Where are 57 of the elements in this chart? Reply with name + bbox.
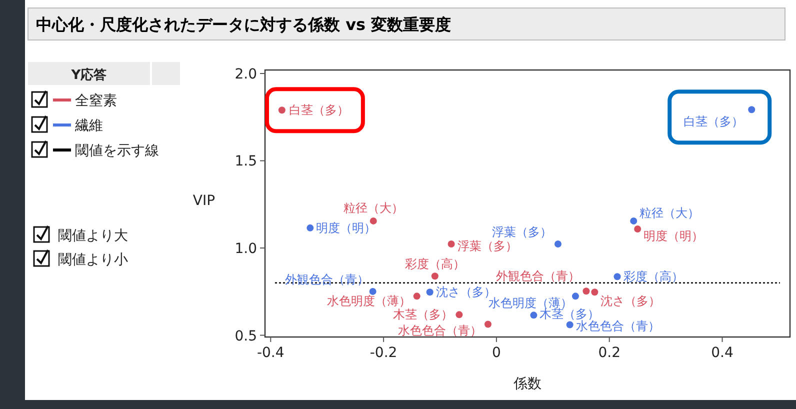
point xyxy=(426,288,434,296)
point xyxy=(278,106,286,114)
legend-label: 閾値を示す線 xyxy=(75,143,159,159)
point xyxy=(572,292,579,300)
annotation: 沈さ（多） xyxy=(436,285,496,300)
legend-label: 繊維 xyxy=(74,118,103,134)
annotation: 木茎（多） xyxy=(393,308,454,322)
legend-label: 全窒素 xyxy=(75,93,117,109)
point xyxy=(456,311,463,318)
annotation: 白茎（多） xyxy=(684,114,744,129)
y-axis-title: VIP xyxy=(192,193,216,209)
x-tick-label: -0.2 xyxy=(370,345,398,361)
text: 閾値より小 xyxy=(58,252,128,268)
y-tick-label: 0.5 xyxy=(234,328,257,344)
point xyxy=(413,292,420,300)
point xyxy=(484,320,492,328)
point xyxy=(614,273,621,280)
annotation: 木茎（多） xyxy=(540,307,600,322)
point xyxy=(530,312,538,319)
y-tick-label: 1.5 xyxy=(234,154,257,170)
x-tick-label: 0.2 xyxy=(598,345,620,361)
point xyxy=(369,288,376,295)
annotation: 外観色合（青） xyxy=(284,272,369,286)
annotation: 浮葉（多） xyxy=(492,224,552,239)
annotation: 彩度（高） xyxy=(404,257,465,272)
point xyxy=(582,288,590,295)
y-tick-label: 2.0 xyxy=(234,66,257,82)
annotation: 粒径（大） xyxy=(343,200,404,215)
annotation: 浮葉（多） xyxy=(457,238,518,253)
x-tick-label: -0.4 xyxy=(256,345,284,361)
annotation: 明度（明） xyxy=(644,228,704,243)
annotation: 白茎（多） xyxy=(288,103,349,118)
point xyxy=(554,240,562,248)
annotation: 沈さ（多） xyxy=(600,294,661,308)
point xyxy=(566,321,574,328)
point xyxy=(306,224,314,232)
point xyxy=(431,272,438,280)
point xyxy=(634,225,642,232)
point xyxy=(370,217,377,224)
x-tick-label: 0 xyxy=(492,345,501,361)
annotation: 水色色合（青） xyxy=(398,323,482,338)
text: 閾値より大 xyxy=(58,228,128,244)
x-tick-label: 0.4 xyxy=(711,345,734,361)
point xyxy=(591,288,598,296)
chart-title: 中心化・尺度化されたデータに対する係数 vs 変数重要度 xyxy=(36,15,452,34)
point xyxy=(630,217,638,224)
annotation: 明度（明） xyxy=(316,220,376,235)
legend-title: Y応答 xyxy=(70,67,107,83)
annotation: 彩度（高） xyxy=(623,270,684,284)
annotation: 水色色合（青） xyxy=(576,318,660,333)
annotation: 粒径（大） xyxy=(640,206,700,220)
x-axis-title: 係数 xyxy=(512,376,542,392)
annotation: 水色明度（薄） xyxy=(326,294,411,308)
y-tick-label: 1.0 xyxy=(234,241,257,257)
point xyxy=(448,240,455,248)
point xyxy=(748,106,756,114)
annotation: 外観色合（青） xyxy=(496,269,580,284)
